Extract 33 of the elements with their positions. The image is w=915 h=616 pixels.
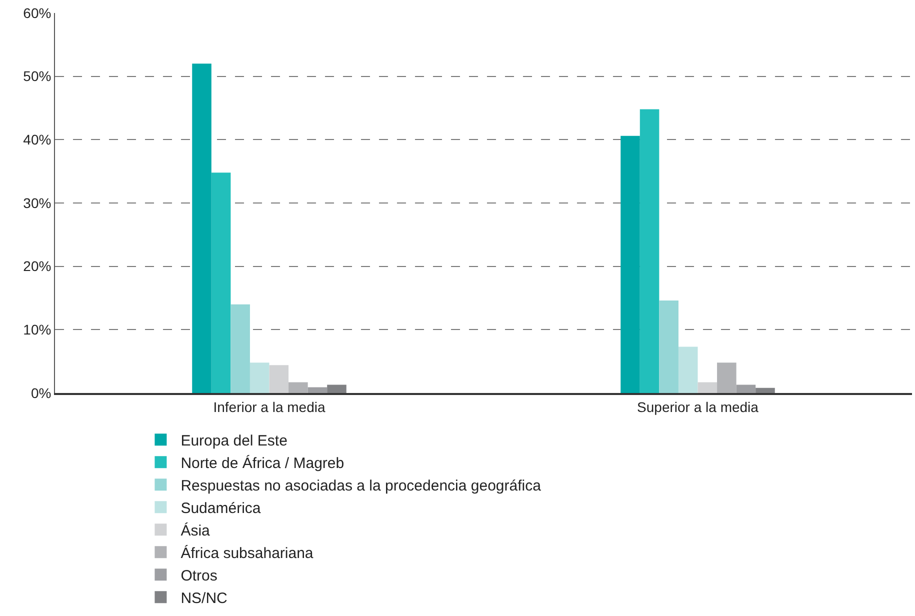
- bar: [640, 109, 660, 393]
- bar: [211, 172, 231, 393]
- y-tick-label: 40%: [23, 132, 52, 148]
- legend-label: Europa del Este: [180, 432, 288, 450]
- bar: [288, 382, 308, 393]
- bar: [756, 388, 775, 393]
- y-tick-label: 0%: [30, 384, 52, 401]
- x-tick-label: Inferior a la media: [213, 398, 326, 415]
- legend-label: NS/NC: [180, 590, 228, 607]
- bar: [192, 64, 212, 393]
- legend-label: Norte de África / Magreb: [180, 454, 344, 472]
- y-tick-label: 50%: [23, 68, 52, 84]
- bar: [250, 362, 270, 393]
- bar: [308, 387, 328, 393]
- bar: [698, 382, 718, 393]
- bar: [620, 136, 640, 393]
- bar: [659, 300, 678, 393]
- bar: [230, 304, 250, 393]
- legend-label: África subsahariana: [180, 544, 314, 562]
- legend-label: Otros: [180, 568, 218, 584]
- legend-label: Ásia: [180, 522, 211, 540]
- y-tick-label: 60%: [23, 4, 52, 21]
- y-tick-label: 30%: [23, 194, 52, 211]
- bar: [678, 346, 698, 393]
- x-tick-label: Superior a la media: [637, 398, 759, 415]
- bar: [736, 384, 756, 393]
- y-tick-label: 10%: [23, 322, 52, 338]
- legend-label: Sudamérica: [180, 500, 262, 517]
- bar: [269, 365, 289, 393]
- legend-label: Respuestas no asociadas a la procedencia geográfica: [180, 478, 542, 494]
- bar: [717, 362, 736, 393]
- y-tick-label: 20%: [23, 258, 52, 274]
- bar: [327, 384, 346, 393]
